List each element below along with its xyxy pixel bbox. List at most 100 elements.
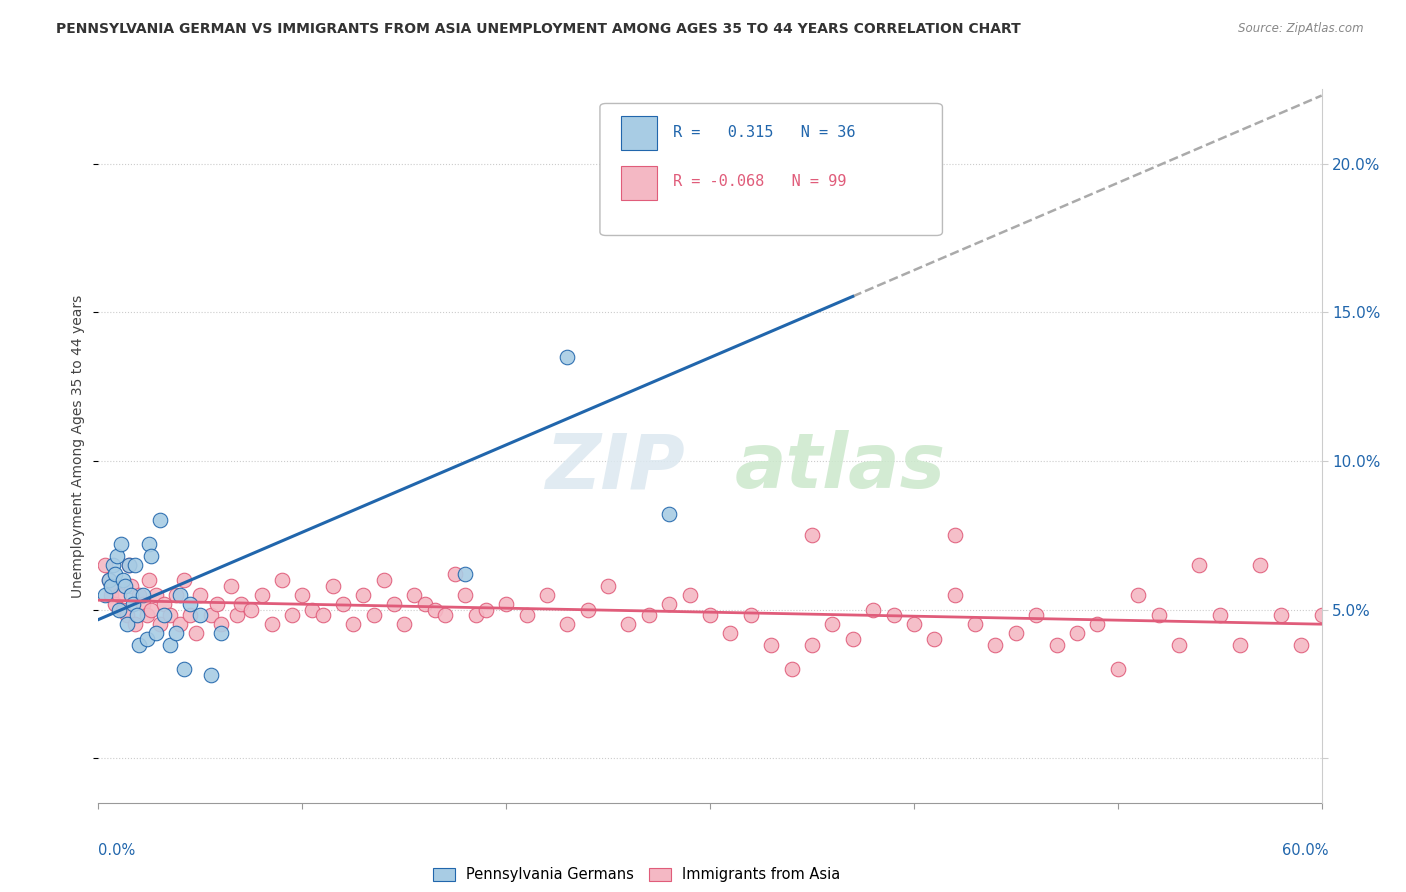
Point [100,588,122,602]
Point [1291,638,1313,652]
Point [740,608,762,623]
Point [101,558,124,572]
Text: R =   0.315   N = 36: R = 0.315 N = 36 [673,125,856,139]
Point [118,558,141,572]
Point [128,588,150,602]
Point [179,608,201,623]
Point [1045,638,1069,652]
Point [260,617,283,632]
Point [132,597,155,611]
Point [141,549,163,563]
Point [1147,608,1170,623]
Point [136,608,159,623]
Point [679,588,702,602]
Point [188,588,212,602]
Point [516,608,538,623]
Point [270,573,294,587]
Point [138,537,160,551]
Point [97,573,120,587]
Point [101,579,124,593]
Point [104,566,127,581]
Point [862,602,884,616]
Point [219,579,242,593]
Point [454,588,477,602]
Point [413,597,436,611]
Point [120,579,142,593]
Point [209,626,232,640]
Point [122,597,145,611]
Point [1249,558,1271,572]
Point [984,638,1007,652]
Point [159,638,181,652]
Text: atlas: atlas [734,431,946,504]
Point [179,597,201,611]
Point [159,608,181,623]
Point [118,558,141,572]
Point [1107,662,1129,676]
Point [111,573,134,587]
Point [801,638,824,652]
Point [226,608,249,623]
Point [332,597,354,611]
Point [110,537,132,551]
Point [93,558,115,572]
Point [115,617,138,632]
Point [841,632,863,647]
Point [536,588,558,602]
Point [173,662,195,676]
Point [1066,626,1088,640]
Point [231,597,253,611]
Text: ZIP: ZIP [546,431,686,504]
Point [93,588,115,602]
Y-axis label: Unemployment Among Ages 35 to 44 years: Unemployment Among Ages 35 to 44 years [72,294,86,598]
Point [943,588,966,602]
Point [100,579,122,593]
Point [149,513,172,527]
Point [423,602,446,616]
Point [922,632,945,647]
Point [301,602,323,616]
Point [444,566,467,581]
Point [281,608,304,623]
Point [363,608,385,623]
Point [474,602,498,616]
Point [128,638,150,652]
Text: 60.0%: 60.0% [1282,843,1329,858]
Point [173,573,195,587]
Point [114,579,136,593]
Point [720,626,742,640]
Point [404,588,426,602]
Point [1270,608,1292,623]
Point [392,617,416,632]
Point [149,617,172,632]
Point [108,588,131,602]
Text: R = -0.068   N = 99: R = -0.068 N = 99 [673,175,846,189]
Point [761,142,783,156]
Point [124,617,146,632]
Point [434,608,457,623]
Point [322,579,344,593]
Point [120,588,142,602]
Point [115,608,138,623]
Point [136,632,159,647]
Text: Source: ZipAtlas.com: Source: ZipAtlas.com [1239,22,1364,36]
Legend: Pennsylvania Germans, Immigrants from Asia: Pennsylvania Germans, Immigrants from As… [427,862,846,888]
Text: 0.0%: 0.0% [98,843,135,858]
Point [145,588,167,602]
Point [111,602,134,616]
Point [658,508,681,522]
Point [138,573,160,587]
Point [464,608,486,623]
Point [169,617,191,632]
Point [761,638,783,652]
Bar [620,116,658,150]
Point [903,617,925,632]
Point [1128,588,1150,602]
Point [495,597,517,611]
Point [97,573,120,587]
Point [557,350,579,364]
Point [1004,626,1026,640]
Point [105,549,128,563]
Point [1188,558,1211,572]
Point [240,602,263,616]
